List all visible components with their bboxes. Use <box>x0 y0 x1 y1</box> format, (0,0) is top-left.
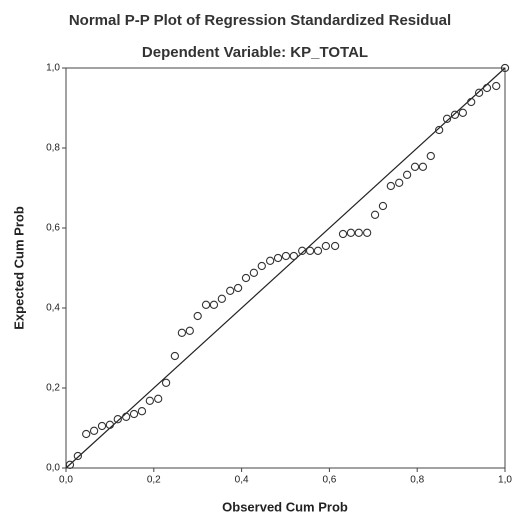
point <box>306 247 313 254</box>
point <box>419 163 426 170</box>
point <box>74 452 81 459</box>
point <box>404 171 411 178</box>
point <box>364 229 371 236</box>
point <box>130 410 137 417</box>
point <box>459 109 466 116</box>
point <box>387 182 394 189</box>
point <box>475 89 482 96</box>
point <box>314 247 321 254</box>
y-axis-label: Expected Cum Prob <box>11 206 26 330</box>
point <box>234 284 241 291</box>
point <box>332 242 339 249</box>
x-tick-label: 0,8 <box>410 475 424 486</box>
point <box>493 82 500 89</box>
point <box>83 430 90 437</box>
y-tick-label: 0,8 <box>46 143 60 154</box>
point <box>347 229 354 236</box>
point <box>379 202 386 209</box>
point <box>90 427 97 434</box>
point <box>123 413 130 420</box>
point <box>322 242 329 249</box>
x-tick-label: 1,0 <box>498 475 512 486</box>
point <box>218 295 225 302</box>
chart: Normal P-P Plot of Regression Standardiz… <box>0 0 520 518</box>
point <box>155 395 162 402</box>
point <box>98 422 105 429</box>
point <box>250 269 257 276</box>
point <box>242 274 249 281</box>
y-tick-label: 0,0 <box>46 463 60 474</box>
point <box>227 287 234 294</box>
point <box>274 254 281 261</box>
point <box>202 301 209 308</box>
x-axis-label: Observed Cum Prob <box>222 499 348 514</box>
y-tick-label: 1,0 <box>46 63 60 74</box>
point <box>282 252 289 259</box>
point <box>178 329 185 336</box>
y-tick-label: 0,4 <box>46 303 60 314</box>
x-tick-label: 0,4 <box>235 475 249 486</box>
x-tick-label: 0,6 <box>322 475 336 486</box>
point <box>146 397 153 404</box>
point <box>411 163 418 170</box>
reference-line <box>66 68 505 468</box>
point <box>138 408 145 415</box>
point <box>483 84 490 91</box>
point <box>451 111 458 118</box>
point <box>171 352 178 359</box>
point <box>290 252 297 259</box>
chart-title: Normal P-P Plot of Regression Standardiz… <box>69 12 451 29</box>
point <box>194 312 201 319</box>
x-tick-label: 0,2 <box>147 475 161 486</box>
point <box>355 229 362 236</box>
point <box>396 179 403 186</box>
point <box>371 211 378 218</box>
point <box>162 379 169 386</box>
x-tick-label: 0,0 <box>59 475 73 486</box>
point <box>258 262 265 269</box>
point <box>267 257 274 264</box>
y-tick-label: 0,6 <box>46 223 60 234</box>
point <box>186 327 193 334</box>
point <box>210 301 217 308</box>
point <box>427 152 434 159</box>
point <box>339 230 346 237</box>
chart-subtitle: Dependent Variable: KP_TOTAL <box>142 44 368 61</box>
y-tick-label: 0,2 <box>46 383 60 394</box>
